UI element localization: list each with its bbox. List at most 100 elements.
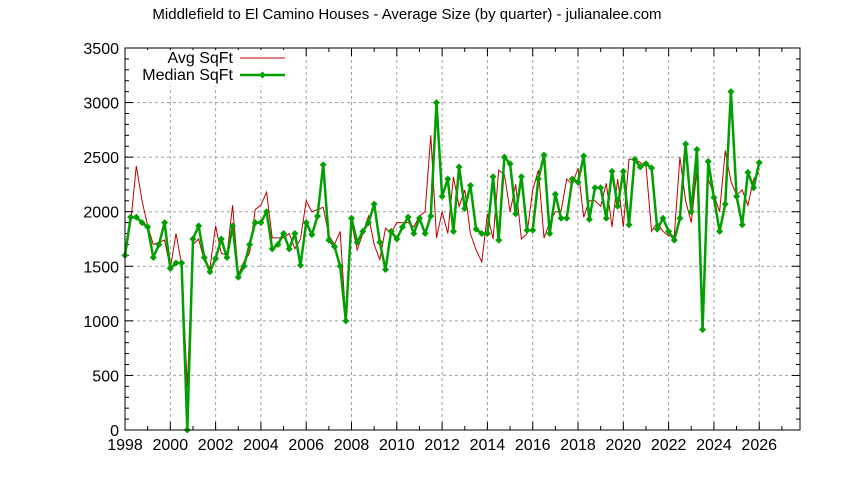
median-marker-icon xyxy=(472,225,480,233)
median-marker-icon xyxy=(308,231,316,239)
median-marker-icon xyxy=(387,227,395,235)
avg-sqft-series xyxy=(124,135,760,387)
median-marker-icon xyxy=(212,255,220,263)
median-marker-icon xyxy=(670,236,678,244)
median-marker-icon xyxy=(574,178,582,186)
median-marker-icon xyxy=(161,219,169,227)
median-marker-icon xyxy=(659,214,667,222)
median-marker-icon xyxy=(449,227,457,235)
median-marker-icon xyxy=(398,223,406,231)
median-marker-icon xyxy=(534,175,542,183)
x-tick-label: 2018 xyxy=(560,437,596,454)
x-tick-label: 2004 xyxy=(243,437,279,454)
median-marker-icon xyxy=(364,219,372,227)
median-marker-icon xyxy=(280,230,288,238)
x-tick-label: 2000 xyxy=(153,437,189,454)
median-marker-icon xyxy=(195,222,203,230)
legend-avg-label: Avg SqFt xyxy=(167,50,233,67)
median-marker-icon xyxy=(325,236,333,244)
legend-median-label: Median SqFt xyxy=(142,67,233,84)
median-marker-icon xyxy=(682,140,690,148)
median-marker-icon xyxy=(744,168,752,176)
x-tick-label: 1998 xyxy=(107,437,143,454)
y-axis-ticks: 0 500 1000 1500 2000 2500 3000 3500 xyxy=(83,41,800,440)
median-marker-icon xyxy=(206,268,214,276)
median-marker-icon xyxy=(302,219,310,227)
median-marker-icon xyxy=(246,240,254,248)
chart-title: Middlefield to El Camino Houses - Averag… xyxy=(152,6,661,23)
median-marker-icon xyxy=(540,151,548,159)
x-tick-label: 2014 xyxy=(470,437,506,454)
plot-border xyxy=(124,47,801,431)
median-sqft-series xyxy=(121,88,763,434)
median-marker-icon xyxy=(495,236,503,244)
median-marker-icon xyxy=(568,175,576,183)
median-marker-icon xyxy=(648,164,656,172)
median-marker-icon xyxy=(393,235,401,243)
median-marker-icon xyxy=(376,238,384,246)
median-marker-icon xyxy=(665,227,673,235)
median-marker-icon xyxy=(257,219,265,227)
median-marker-icon xyxy=(353,238,361,246)
x-tick-label: 2020 xyxy=(606,437,642,454)
median-marker-icon xyxy=(517,173,525,181)
median-marker-icon xyxy=(529,226,537,234)
median-marker-icon xyxy=(331,243,339,251)
median-marker-icon xyxy=(370,200,378,208)
median-marker-icon xyxy=(563,214,571,222)
median-marker-icon xyxy=(268,245,276,253)
median-marker-icon xyxy=(687,208,695,216)
median-marker-icon xyxy=(625,221,633,229)
median-marker-icon xyxy=(523,226,531,234)
median-marker-icon xyxy=(642,160,650,168)
median-marker-icon xyxy=(557,214,565,222)
median-marker-icon xyxy=(614,202,622,210)
median-marker-icon xyxy=(359,227,367,235)
x-tick-label: 2008 xyxy=(334,437,370,454)
median-marker-icon xyxy=(251,219,259,227)
median-marker-icon xyxy=(144,223,152,231)
median-marker-icon xyxy=(551,190,559,198)
legend-median-marker-icon xyxy=(259,71,266,79)
median-marker-icon xyxy=(721,200,729,208)
median-marker-icon xyxy=(127,213,135,221)
median-marker-icon xyxy=(200,254,208,262)
median-marker-icon xyxy=(478,230,486,238)
y-tick-label: 0 xyxy=(110,423,119,440)
median-marker-icon xyxy=(710,194,718,202)
minor-ticks xyxy=(125,48,800,430)
median-marker-icon xyxy=(444,175,452,183)
median-marker-icon xyxy=(319,161,327,169)
median-marker-icon xyxy=(415,214,423,222)
median-marker-icon xyxy=(483,230,491,238)
median-marker-icon xyxy=(585,215,593,223)
median-marker-icon xyxy=(738,221,746,229)
median-marker-icon xyxy=(489,173,497,181)
x-tick-label: 2006 xyxy=(288,437,324,454)
median-marker-icon xyxy=(631,155,639,163)
median-marker-icon xyxy=(653,225,661,233)
median-marker-icon xyxy=(132,213,140,221)
median-marker-icon xyxy=(285,245,293,253)
median-marker-icon xyxy=(381,266,389,274)
y-tick-label: 2500 xyxy=(83,150,119,167)
median-marker-icon xyxy=(750,184,758,192)
median-marker-icon xyxy=(500,153,508,161)
median-marker-icon xyxy=(602,214,610,222)
x-tick-label: 2022 xyxy=(651,437,687,454)
median-marker-icon xyxy=(410,230,418,238)
y-tick-label: 1000 xyxy=(83,314,119,331)
y-tick-label: 2000 xyxy=(83,205,119,222)
x-tick-label: 2026 xyxy=(741,437,777,454)
x-tick-label: 2002 xyxy=(198,437,234,454)
median-marker-icon xyxy=(580,152,588,160)
median-marker-icon xyxy=(512,210,520,218)
median-marker-icon xyxy=(421,230,429,238)
median-marker-icon xyxy=(178,259,186,267)
x-tick-label: 2012 xyxy=(424,437,460,454)
median-marker-icon xyxy=(466,182,474,190)
median-marker-icon xyxy=(240,262,248,270)
median-marker-icon xyxy=(438,192,446,200)
median-marker-icon xyxy=(619,167,627,175)
median-marker-icon xyxy=(704,158,712,166)
